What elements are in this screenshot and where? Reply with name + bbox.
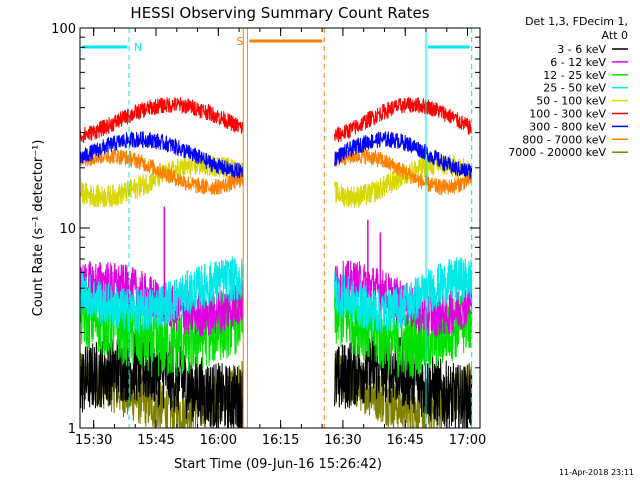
flag-label: S xyxy=(236,35,243,48)
series-trace xyxy=(334,279,473,380)
series-25-50keV xyxy=(79,256,473,334)
legend-label: 6 - 12 keV xyxy=(550,56,606,69)
series-trace xyxy=(79,147,244,196)
x-tick-label: 15:30 xyxy=(75,433,112,448)
flag-label: N xyxy=(134,41,142,54)
series-trace xyxy=(334,131,473,180)
series-trace xyxy=(79,153,244,208)
series-100-300keV xyxy=(79,96,473,144)
series-300-800keV xyxy=(79,130,473,180)
legend-header-2: Att 0 xyxy=(602,29,628,42)
series-trace xyxy=(79,97,244,144)
legend-label: 300 - 800 keV xyxy=(529,120,606,133)
legend-label: 12 - 25 keV xyxy=(543,69,606,82)
legend-label: 7000 - 20000 keV xyxy=(508,146,606,159)
x-tick-label: 16:00 xyxy=(200,433,237,448)
series-trace xyxy=(334,257,473,333)
y-tick-label: 10 xyxy=(59,222,76,237)
legend-label: 800 - 7000 keV xyxy=(522,133,606,146)
legend-label: 100 - 300 keV xyxy=(529,108,606,121)
y-tick-label: 100 xyxy=(51,22,76,37)
x-tick-label: 16:15 xyxy=(262,433,299,448)
y-tick-label: 1 xyxy=(68,422,76,437)
legend-label: 25 - 50 keV xyxy=(543,82,606,95)
footer-date: 11-Apr-2018 23:11 xyxy=(559,468,634,477)
series-800-7000keV xyxy=(79,147,473,196)
series-trace xyxy=(334,148,473,196)
series-trace xyxy=(79,256,244,334)
x-tick-label: 16:30 xyxy=(324,433,361,448)
legend-header-1: Det 1,3, FDecim 1, xyxy=(525,15,628,28)
legend-label: 50 - 100 keV xyxy=(536,95,606,108)
series-trace xyxy=(334,96,473,143)
y-axis-label: Count Rate (s⁻¹ detector⁻¹) xyxy=(31,140,46,317)
x-tick-label: 16:45 xyxy=(386,433,423,448)
series-trace xyxy=(79,130,244,179)
x-tick-label: 15:45 xyxy=(137,433,174,448)
chart-title: HESSI Observing Summary Count Rates xyxy=(130,4,429,22)
legend-label: 3 - 6 keV xyxy=(557,43,606,56)
x-axis-label: Start Time (09-Jun-16 15:26:42) xyxy=(174,457,382,472)
x-tick-label: 17:00 xyxy=(449,433,486,448)
